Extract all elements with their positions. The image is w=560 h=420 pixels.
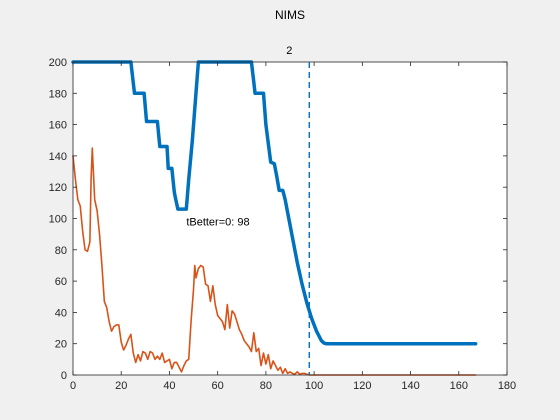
x-tick-label: 180 — [498, 380, 516, 392]
y-tick-label: 60 — [55, 276, 67, 288]
y-tick-label: 0 — [61, 370, 67, 382]
x-tick-label: 100 — [305, 380, 323, 392]
series-line-1 — [71, 60, 478, 346]
chart-title: NIMS — [275, 8, 305, 22]
y-tick-label: 120 — [49, 182, 67, 194]
x-tick-label: 40 — [163, 380, 175, 392]
threshold-label: 2 — [286, 45, 292, 57]
annotation-text: tBetter=0: 98 — [186, 217, 249, 229]
x-tick-label: 80 — [260, 380, 272, 392]
x-tick-label: 140 — [401, 380, 419, 392]
y-tick-label: 180 — [49, 88, 67, 100]
y-tick-label: 100 — [49, 214, 67, 226]
series-layer — [71, 60, 478, 376]
axes: 0 20 40 60 80 100 120 140 160 180 0 20 40 60 80 100 120 1… — [49, 57, 517, 392]
y-tick-label: 140 — [49, 151, 67, 163]
x-tick-label: 20 — [115, 380, 127, 392]
x-tick-label: 0 — [70, 380, 76, 392]
annotations: 2 tBetter=0: 98 — [186, 45, 310, 375]
x-tick-label: 160 — [450, 380, 468, 392]
series-line-2 — [72, 147, 477, 376]
y-tick-label: 20 — [55, 339, 67, 351]
x-tick-label: 120 — [353, 380, 371, 392]
y-tick-label: 160 — [49, 120, 67, 132]
y-tick-label: 80 — [55, 245, 67, 257]
y-tick-label: 40 — [55, 307, 67, 319]
x-tick-label: 60 — [212, 380, 224, 392]
y-tick-label: 200 — [49, 57, 67, 69]
